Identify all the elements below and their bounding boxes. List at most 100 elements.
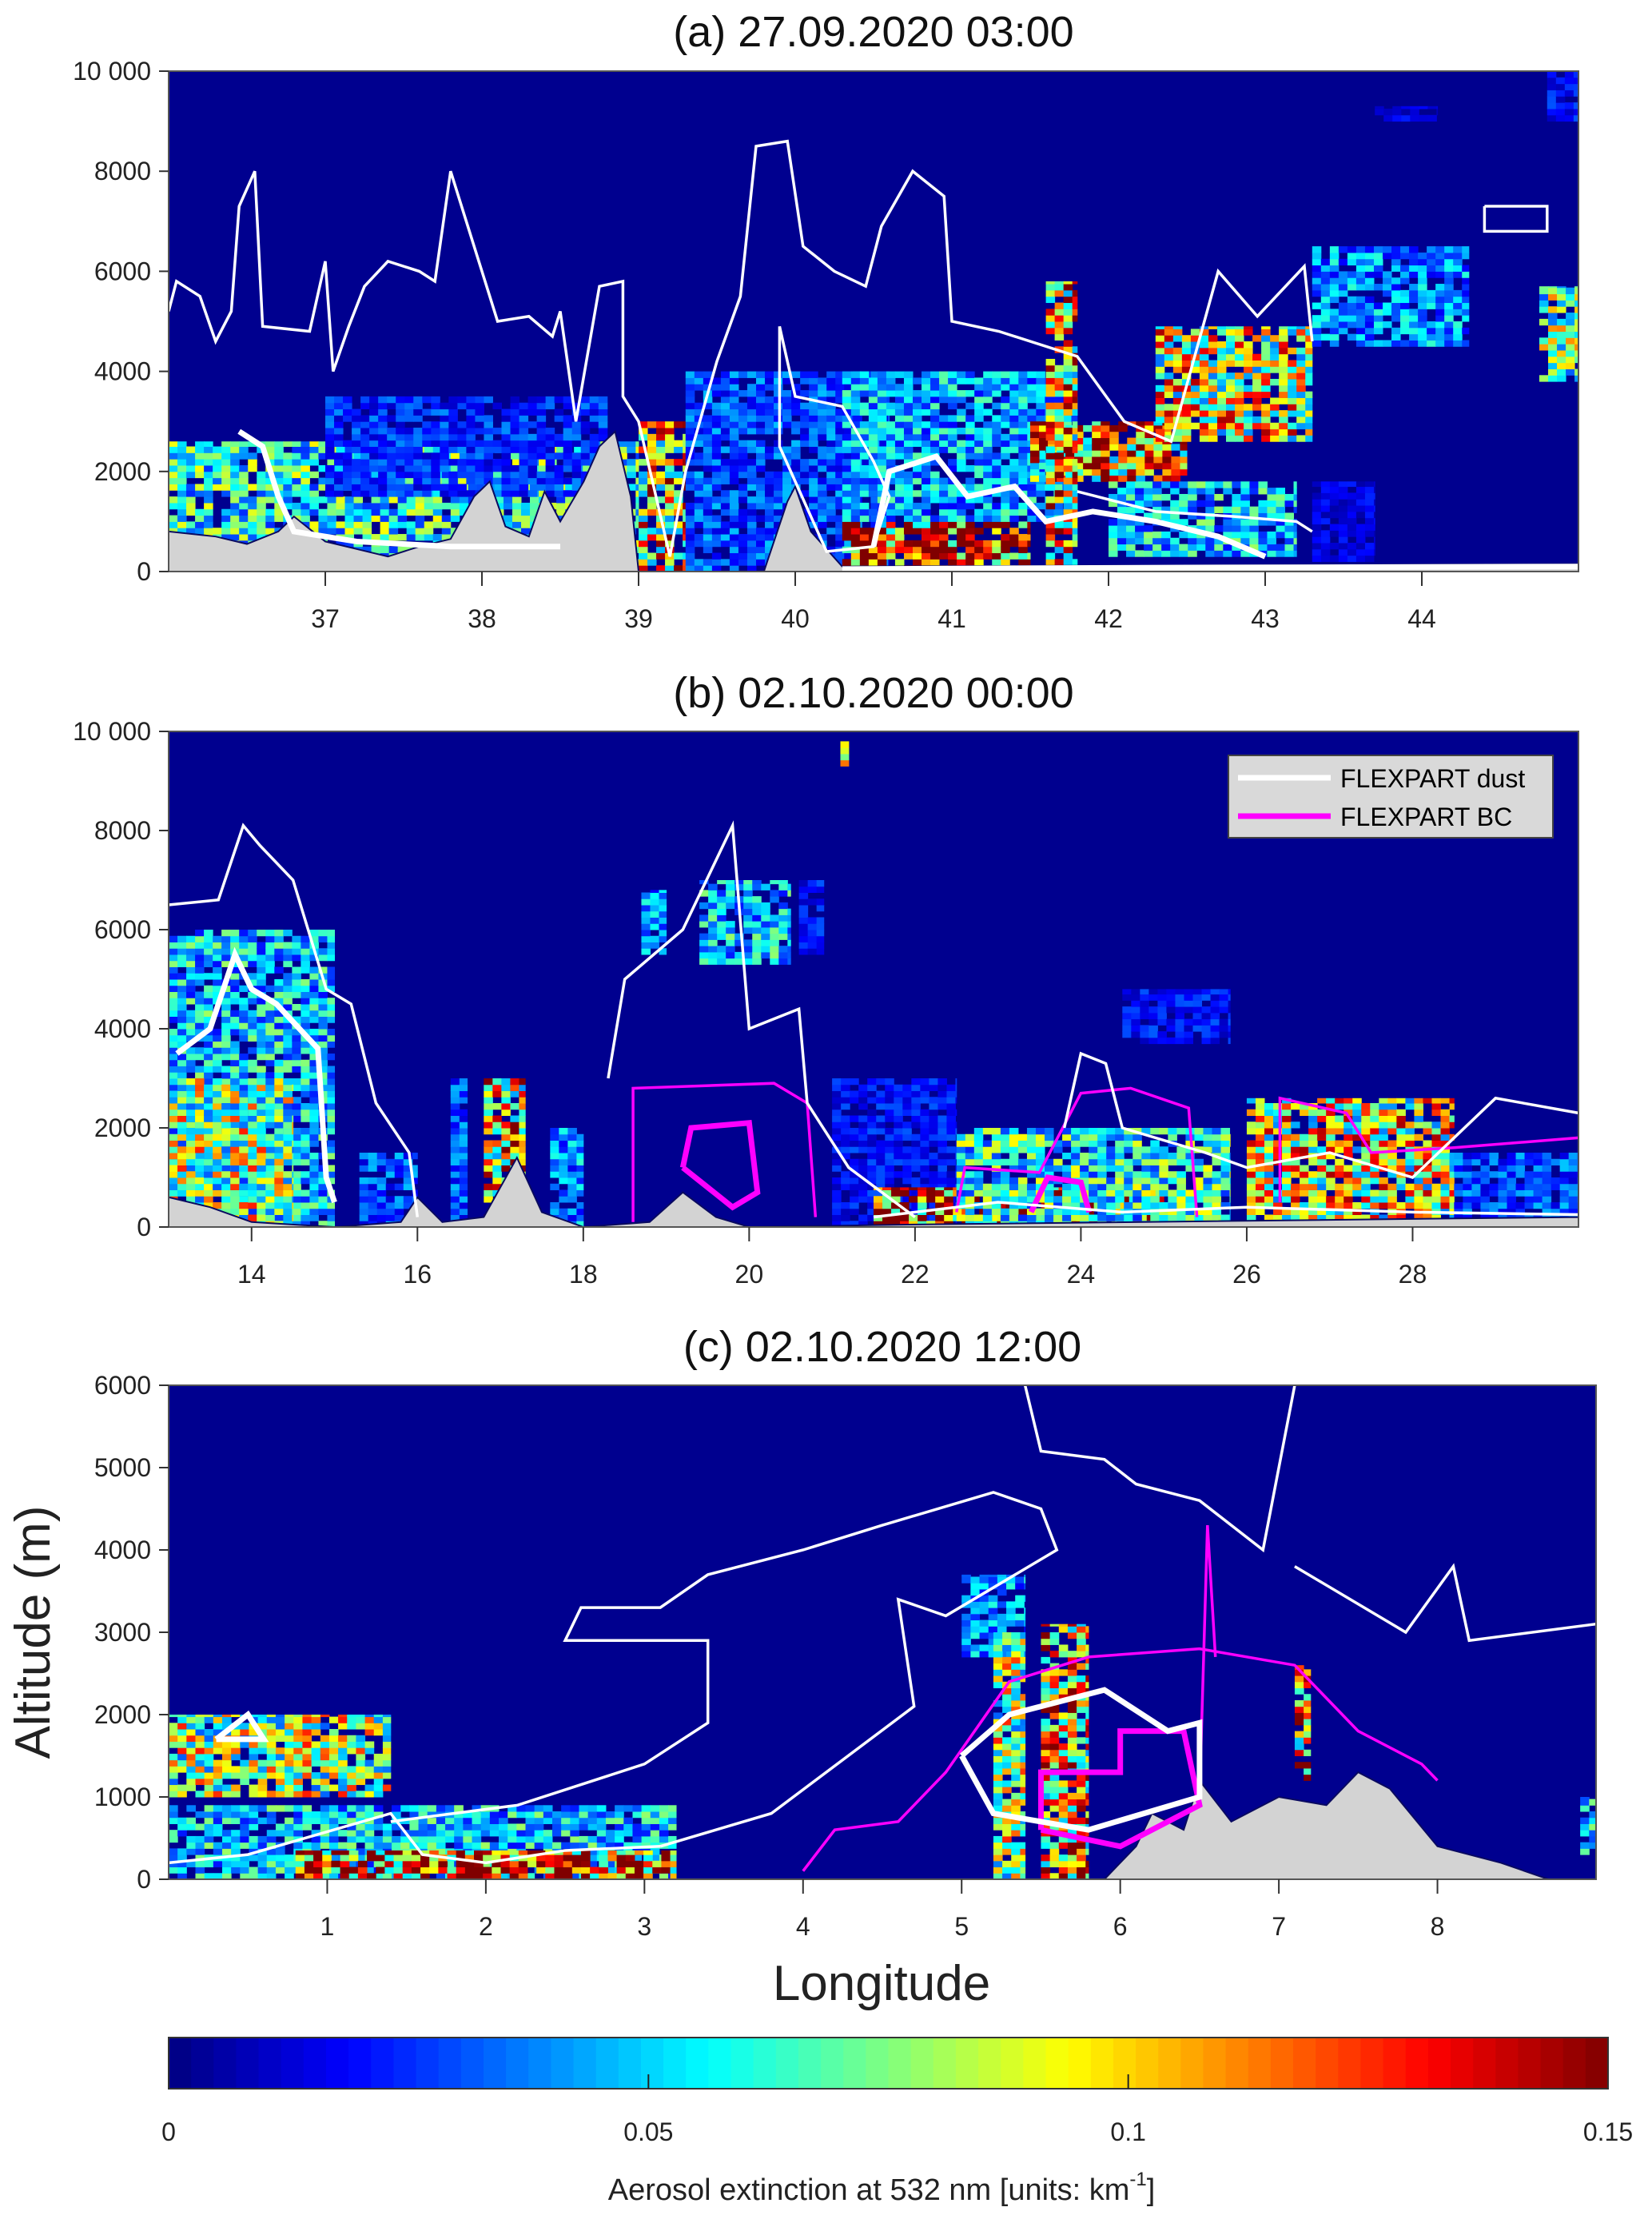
extinction-cell [177,471,187,479]
extinction-cell [1435,252,1445,260]
extinction-cell [818,433,827,441]
extinction-cell [510,471,520,479]
extinction-cell [283,1103,293,1110]
extinction-cell [738,440,748,447]
extinction-cell [894,446,905,453]
extinction-cell [1045,464,1056,472]
extinction-cell [1296,404,1306,411]
extinction-cell [204,935,213,942]
colorbar-segment [551,2038,575,2089]
extinction-cell [683,559,687,566]
extinction-cell [948,521,957,528]
extinction-cell [1018,484,1028,491]
extinction-cell [1279,384,1288,392]
extinction-cell [1155,335,1165,342]
dust-contour [842,564,1579,572]
extinction-cell [1444,296,1454,304]
extinction-cell [703,371,713,378]
extinction-cell [475,396,484,404]
extinction-cell [818,477,827,484]
extinction-cell [292,991,301,998]
extinction-cell [177,452,187,460]
extinction-cell [1305,428,1313,436]
extinction-cell [274,935,284,942]
extinction-cell [169,942,178,949]
extinction-cell [204,1041,213,1048]
extinction-cell [177,496,187,504]
extinction-cell [1312,265,1322,272]
extinction-cell [343,415,352,422]
extinction-cell [1162,444,1172,451]
extinction-cell [1557,286,1566,289]
extinction-cell [1235,416,1244,424]
extinction-cell [1539,344,1549,351]
extinction-cell [809,440,818,447]
extinction-cell [930,390,940,397]
extinction-cell [204,464,213,472]
extinction-cell [1072,464,1078,472]
extinction-cell [694,496,704,504]
extinction-cell [1305,391,1313,398]
extinction-cell [886,440,896,447]
extinction-cell [922,377,931,384]
extinction-cell [1391,289,1401,297]
extinction-cell [765,396,774,404]
extinction-cell [169,979,178,986]
extinction-cell [665,471,675,479]
extinction-cell [1235,428,1244,436]
extinction-cell [450,515,460,522]
colorbar-segment [1068,2038,1092,2089]
colorbar-segment [730,2038,754,2089]
extinction-cell [1338,530,1348,537]
extinction-cell [1364,296,1375,304]
extinction-cell [720,471,730,479]
extinction-cell [877,546,887,554]
extinction-cell [519,428,529,435]
extinction-cell [527,459,538,466]
extinction-cell [922,559,931,566]
extinction-cell [1364,333,1375,341]
extinction-cell [1054,433,1065,441]
extinction-cell [1418,296,1427,304]
extinction-cell [1312,524,1322,531]
extinction-cell [746,464,757,472]
colorbar-segment [866,2038,890,2089]
extinction-cell [221,1066,231,1073]
extinction-cell [1144,500,1153,508]
extinction-cell [571,402,582,410]
extinction-cell [1391,309,1401,316]
extinction-cell [879,515,889,522]
extinction-cell [1329,333,1340,341]
extinction-cell [1045,428,1056,435]
extinction-cell [903,546,914,554]
extinction-cell [501,464,512,472]
extinction-cell [1045,358,1056,366]
extinction-cell [554,415,564,422]
extinction-cell [213,954,222,962]
extinction-cell [1244,329,1253,336]
extinction-cell [1072,496,1078,504]
extinction-cell [1153,475,1163,482]
extinction-cell [1557,306,1566,313]
extinction-cell [665,521,675,528]
extinction-cell [343,464,352,472]
extinction-cell [1364,524,1375,531]
extinction-cell [404,490,414,497]
extinction-cell [859,552,870,560]
extinction-cell [903,428,914,435]
extinction-cell [694,408,704,416]
extinction-cell [1539,318,1549,326]
colorbar-segment [483,2038,507,2089]
extinction-cell [177,1034,187,1042]
extinction-cell [1063,340,1073,347]
extinction-cell [1305,366,1313,373]
extinction-cell [583,464,592,472]
extinction-cell [334,402,344,410]
extinction-cell [1305,397,1313,404]
extinction-cell [639,528,648,535]
extinction-cell [1074,437,1084,444]
extinction-cell [930,402,940,410]
extinction-cell [1127,456,1136,464]
extinction-cell [422,490,432,497]
extinction-cell [1164,384,1174,392]
